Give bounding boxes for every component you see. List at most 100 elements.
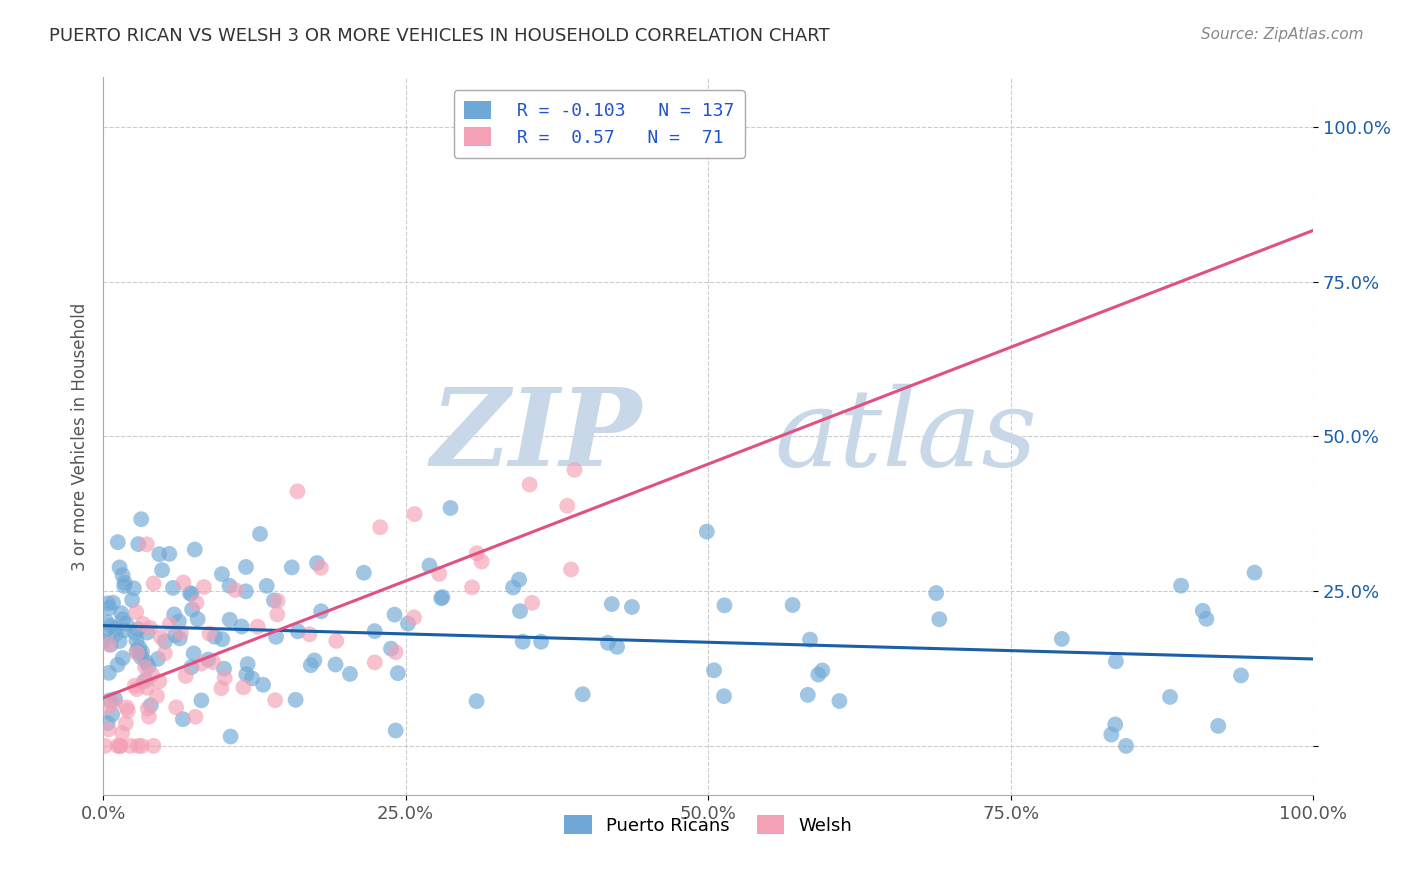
Point — [1195, 612, 1218, 626]
Text: atlas: atlas — [775, 384, 1038, 489]
Point — [512, 634, 534, 648]
Point — [387, 666, 409, 681]
Point — [124, 625, 146, 640]
Point — [218, 579, 240, 593]
Point — [309, 561, 332, 575]
Point — [418, 558, 440, 573]
Point — [404, 507, 426, 521]
Point — [298, 627, 321, 641]
Point — [807, 667, 830, 681]
Point — [235, 584, 257, 599]
Point — [713, 690, 735, 704]
Point — [204, 630, 226, 644]
Point — [131, 739, 153, 753]
Point — [125, 681, 148, 696]
Point — [461, 580, 484, 594]
Point — [799, 632, 821, 647]
Point — [264, 693, 287, 707]
Point — [94, 624, 117, 639]
Point — [1243, 566, 1265, 580]
Point — [281, 560, 304, 574]
Point — [148, 674, 170, 689]
Point — [183, 646, 205, 660]
Point — [1104, 717, 1126, 731]
Point — [125, 633, 148, 648]
Point — [363, 624, 385, 639]
Point — [439, 500, 461, 515]
Text: Source: ZipAtlas.com: Source: ZipAtlas.com — [1201, 27, 1364, 42]
Point — [1170, 579, 1192, 593]
Point — [305, 556, 328, 570]
Point — [252, 678, 274, 692]
Point — [153, 646, 176, 660]
Point — [114, 624, 136, 638]
Point — [264, 630, 287, 644]
Point — [111, 651, 134, 665]
Point — [120, 739, 142, 753]
Point — [218, 613, 240, 627]
Y-axis label: 3 or more Vehicles in Household: 3 or more Vehicles in Household — [72, 302, 89, 571]
Point — [96, 615, 118, 629]
Point — [325, 657, 347, 672]
Point — [125, 644, 148, 658]
Point — [1159, 690, 1181, 704]
Point — [104, 622, 127, 636]
Point — [110, 606, 132, 620]
Point — [167, 615, 190, 629]
Point — [240, 671, 263, 685]
Point — [139, 621, 162, 635]
Point — [103, 696, 125, 710]
Point — [124, 679, 146, 693]
Point — [139, 698, 162, 713]
Point — [212, 662, 235, 676]
Point — [128, 645, 150, 659]
Point — [520, 596, 543, 610]
Point — [263, 593, 285, 607]
Point — [209, 681, 232, 696]
Point — [502, 581, 524, 595]
Point — [304, 653, 326, 667]
Point — [266, 594, 288, 608]
Point — [190, 657, 212, 671]
Point — [235, 560, 257, 574]
Point — [571, 687, 593, 701]
Point — [519, 477, 541, 491]
Point — [219, 730, 242, 744]
Point — [1050, 632, 1073, 646]
Point — [111, 726, 134, 740]
Point — [148, 547, 170, 561]
Point — [325, 633, 347, 648]
Point — [150, 563, 173, 577]
Point — [114, 716, 136, 731]
Point — [187, 612, 209, 626]
Point — [339, 667, 361, 681]
Point — [828, 694, 851, 708]
Point — [97, 699, 120, 714]
Point — [136, 625, 159, 640]
Point — [107, 739, 129, 753]
Point — [231, 619, 253, 633]
Point — [127, 537, 149, 551]
Point — [266, 607, 288, 622]
Point — [299, 658, 322, 673]
Point — [696, 524, 718, 539]
Point — [198, 626, 221, 640]
Point — [121, 593, 143, 607]
Point — [186, 596, 208, 610]
Point — [97, 665, 120, 680]
Point — [530, 634, 553, 648]
Point — [125, 646, 148, 660]
Point — [432, 590, 454, 604]
Point — [135, 673, 157, 687]
Point — [368, 520, 391, 534]
Point — [1206, 719, 1229, 733]
Point — [193, 580, 215, 594]
Point — [256, 579, 278, 593]
Point — [101, 707, 124, 722]
Point — [1105, 654, 1128, 668]
Point — [235, 667, 257, 681]
Point — [180, 586, 202, 600]
Legend: Puerto Ricans, Welsh: Puerto Ricans, Welsh — [555, 806, 860, 844]
Point — [430, 591, 453, 606]
Point — [108, 739, 131, 753]
